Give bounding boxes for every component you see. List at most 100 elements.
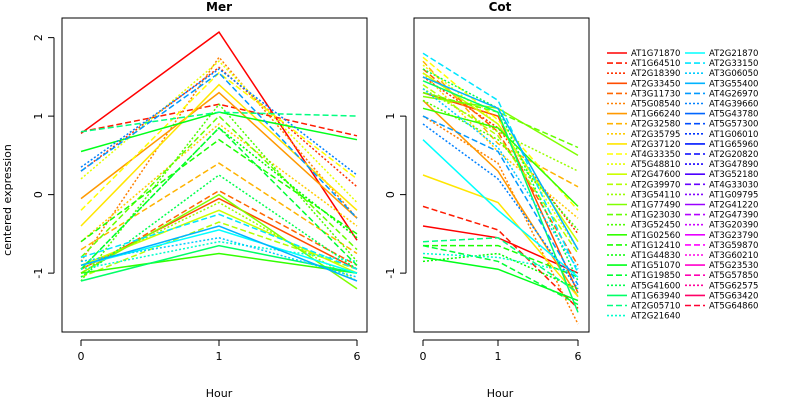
- series-line: [80, 197, 358, 270]
- legend-label: AT2G33450: [631, 79, 680, 89]
- x-axis-label: Hour: [487, 387, 514, 400]
- legend-label: AT5G64860: [709, 302, 758, 312]
- legend-label: AT3G54110: [631, 190, 680, 200]
- legend-label: AT4G33030: [709, 180, 758, 190]
- panel-title: Cot: [489, 0, 512, 14]
- x-tick-label: 1: [495, 350, 502, 363]
- legend-label: AT2G18390: [631, 69, 680, 79]
- y-tick-label: 0: [32, 191, 45, 198]
- legend-label: AT3G47890: [709, 160, 758, 170]
- legend-label: AT5G63420: [709, 291, 758, 301]
- x-tick-label: 1: [216, 350, 223, 363]
- legend-label: AT5G08540: [631, 100, 680, 110]
- legend-label: AT2G35795: [631, 130, 680, 140]
- series-line: [80, 240, 358, 270]
- series-line: [80, 56, 358, 262]
- series-line: [80, 60, 358, 204]
- x-tick-label: 6: [354, 350, 361, 363]
- series-line: [80, 221, 358, 278]
- series-line: [80, 115, 358, 258]
- series-line: [80, 162, 358, 255]
- series-line: [422, 80, 579, 313]
- legend: AT1G71870AT1G64510AT2G18390AT2G33450AT3G…: [607, 49, 758, 322]
- legend-label: AT2G32580: [631, 120, 680, 130]
- y-tick-label: 0: [384, 191, 397, 198]
- legend-label: AT3G52180: [709, 170, 758, 180]
- legend-label: AT3G23790: [709, 231, 758, 241]
- legend-label: AT5G57300: [709, 120, 758, 130]
- y-tick-label: 1: [32, 113, 45, 120]
- legend-label: AT5G41600: [631, 281, 680, 291]
- legend-label: AT5G57850: [709, 271, 758, 281]
- series-line: [80, 189, 358, 274]
- series-line: [422, 84, 579, 254]
- legend-label: AT5G23530: [709, 261, 758, 271]
- legend-label: AT3G55400: [709, 79, 758, 89]
- series-line: [80, 244, 358, 282]
- series-line: [80, 123, 358, 243]
- series-line: [422, 56, 579, 211]
- series-line: [80, 138, 358, 243]
- legend-label: AT3G20390: [709, 221, 758, 231]
- legend-label: AT1G44830: [631, 251, 680, 261]
- legend-label: AT3G11730: [631, 89, 680, 99]
- series-line: [80, 66, 358, 188]
- y-tick-label: -1: [384, 268, 397, 279]
- legend-label: AT3G59870: [709, 241, 758, 251]
- legend-label: AT2G05710: [631, 302, 680, 312]
- panel-cot: Cot 0 1 6 -1 0 1 Hour: [384, 0, 590, 400]
- series-line: [423, 244, 579, 278]
- legend-label: AT3G60210: [709, 251, 758, 261]
- legend-label: AT2G41220: [709, 201, 758, 211]
- legend-label: AT1G65960: [709, 140, 758, 150]
- plot-frame: [61, 17, 368, 333]
- series-line: [80, 111, 358, 153]
- x-tick-label: 0: [420, 350, 427, 363]
- legend-label: AT1G64510: [631, 59, 680, 69]
- legend-label: AT2G39970: [631, 180, 680, 190]
- legend-label: AT1G51070: [631, 261, 680, 271]
- series-line: [422, 174, 579, 298]
- panel-title: Mer: [206, 0, 232, 14]
- series-line: [80, 229, 358, 274]
- legend-label: AT5G43780: [709, 110, 758, 120]
- legend-label: AT4G26970: [709, 89, 758, 99]
- panel-mer: Mer 0 1 6 -1 0 1 2 Hour: [32, 0, 368, 400]
- series-line: [80, 201, 358, 282]
- series-line: [422, 52, 579, 274]
- legend-label: AT1G71870: [631, 49, 680, 59]
- legend-label: AT2G33150: [709, 59, 758, 69]
- legend-label: AT4G39660: [709, 100, 758, 110]
- series-line: [422, 72, 579, 219]
- series-line: [422, 252, 579, 290]
- series-line: [422, 60, 579, 188]
- x-tick-label: 6: [575, 350, 582, 363]
- legend-label: AT2G20820: [709, 150, 758, 160]
- y-tick-label: 1: [384, 113, 397, 120]
- series-line: [422, 115, 579, 286]
- legend-label: AT5G48810: [631, 160, 680, 170]
- series-line: [422, 244, 579, 306]
- legend-label: AT1G12410: [631, 241, 680, 251]
- legend-label: AT2G47600: [631, 170, 680, 180]
- legend-label: AT1G06010: [709, 130, 758, 140]
- series-line: [422, 237, 579, 294]
- series-line: [80, 213, 358, 270]
- series-line: [422, 123, 579, 290]
- series-line: [422, 252, 579, 274]
- legend-label: AT2G37120: [631, 140, 680, 150]
- series-line: [422, 88, 579, 172]
- legend-label: AT4G33350: [631, 150, 680, 160]
- series-line: [80, 71, 358, 219]
- legend-label: AT2G47390: [709, 211, 758, 221]
- series-line: [80, 68, 358, 176]
- series-line: [80, 103, 358, 282]
- legend-label: AT1G63940: [631, 291, 680, 301]
- legend-label: AT1G19850: [631, 271, 680, 281]
- legend-label: AT1G66240: [631, 110, 680, 120]
- series-line: [80, 252, 358, 274]
- x-axis-label: Hour: [206, 387, 233, 400]
- series-line: [80, 126, 358, 270]
- legend-label: AT1G02560: [631, 231, 680, 241]
